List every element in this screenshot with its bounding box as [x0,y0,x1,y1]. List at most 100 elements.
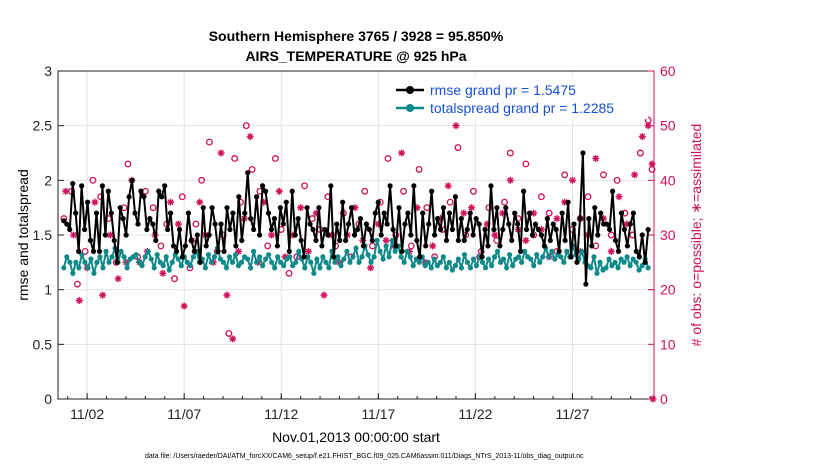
totalspread-point [452,263,459,269]
rmse-point [274,243,280,249]
totalspread-point [443,265,449,271]
totalspread-point [540,254,546,260]
totalspread-point [311,270,317,276]
obs-assimilated-marker [99,291,107,299]
legend: rmse grand pr = 1.5475 totalspread grand… [390,77,648,119]
obs-assimilated-stroke [297,204,304,211]
rmse-point [630,210,636,216]
totalspread-point [302,265,308,271]
obs-assimilated-marker [320,291,328,299]
totalspread-point [118,248,124,254]
obs-assimilated-stroke [62,188,69,195]
rmse-point [93,210,100,216]
totalspread-point [257,254,263,260]
rmse-point [529,232,536,238]
rmse-point [384,221,390,227]
legend-rmse-marker [406,86,414,94]
totalspread-point [121,254,127,260]
rmse-point [345,221,352,227]
rmse-point [541,243,547,249]
obs-assimilated-stroke [367,264,374,271]
rmse-point [79,183,85,189]
y-left-tick-label: 0.5 [33,336,53,352]
totalspread-point [275,254,281,260]
totalspread-point [139,263,145,269]
totalspread-point [317,265,323,271]
totalspread-point [401,259,407,265]
totalspread-point [591,254,597,260]
rmse-point [179,254,186,260]
obs-assimilated-marker [304,247,312,255]
rmse-point [372,210,378,216]
obs-assimilated-marker [648,160,656,168]
rmse-point [467,210,473,216]
rmse-point [289,188,295,194]
rmse-point [120,216,126,222]
rmse-point [443,237,450,244]
rmse-point [432,232,438,238]
totalspread-point [250,248,257,254]
rmse-point [67,226,73,233]
rmse-point [123,232,129,238]
rmse-point [461,237,467,244]
totalspread-point [507,252,513,258]
totalspread-point [431,256,437,262]
totalspread-point [482,265,489,271]
rmse-point [414,237,420,244]
totalspread-point [458,265,465,271]
rmse-point [99,183,105,189]
obs-possible-marker [537,193,545,201]
rmse-point [583,281,589,287]
totalspread-point [79,252,85,258]
rmse-point [500,226,506,233]
totalspread-point [133,252,139,258]
obs-assimilated-stroke [445,182,452,189]
rmse-point [523,226,530,233]
obs-possible-marker [205,138,213,146]
rmse-point [162,183,168,189]
obs-assimilated-marker [268,231,276,239]
totalspread-point [552,256,558,262]
obs-possible-marker [384,155,392,162]
totalspread-point [561,259,567,265]
rmse-point [426,221,432,227]
obs-assimilated-marker [217,149,225,157]
rmse-point [159,194,165,200]
rmse-point [73,210,79,216]
totalspread-point [519,259,525,265]
totalspread-point [100,265,106,271]
y-right-tick-label: 30 [660,227,676,243]
rmse-point [188,237,194,244]
rmse-point [242,210,248,216]
rmse-point [607,226,613,233]
legend-box [390,77,648,119]
totalspread-point [166,267,172,273]
rmse-point [206,232,212,238]
rmse-point [553,226,559,233]
totalspread-point [323,259,329,265]
totalspread-point [238,259,245,265]
totalspread-point [281,263,287,269]
obs-possible-marker [89,176,97,184]
rmse-point [283,199,289,205]
totalspread-point [470,256,477,262]
totalspread-point [633,259,639,265]
totalspread-point [374,237,380,244]
rmse-point [423,243,429,249]
rmse-point [298,237,304,244]
rmse-point [259,183,266,189]
rmse-point [562,237,568,244]
totalspread-point [504,265,510,271]
totalspread-point [217,256,224,262]
totalspread-point [377,248,383,254]
totalspread-point [205,252,212,258]
rmse-point [520,188,527,194]
rmse-point [556,248,562,254]
rmse-point [586,216,592,222]
rmse-point [390,226,396,233]
obs-possible-marker [271,155,279,162]
rmse-point [547,237,553,244]
totalspread-point [124,265,130,271]
rmse-point [322,226,328,233]
